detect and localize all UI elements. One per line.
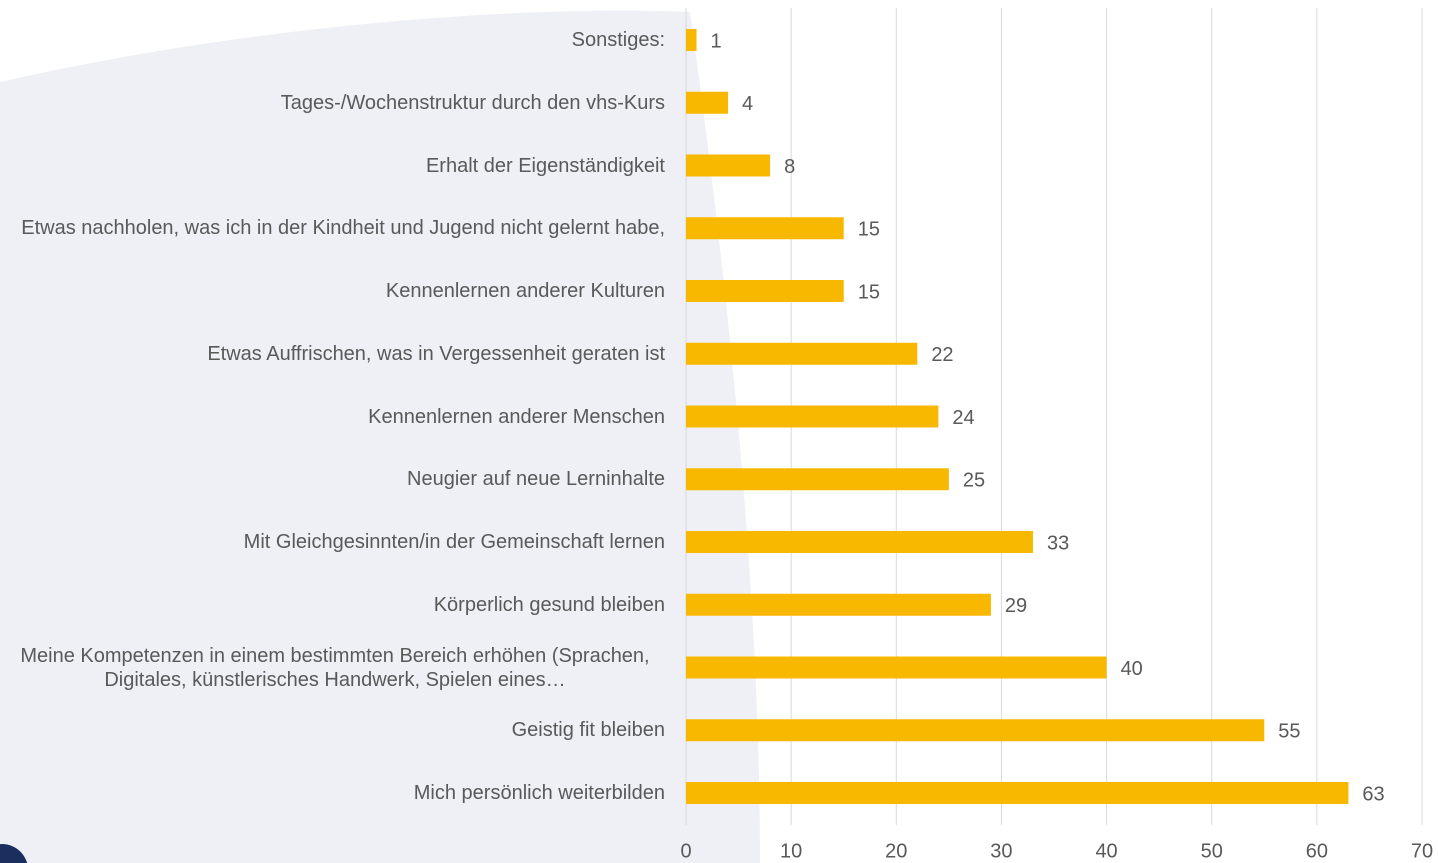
category-label: Mit Gleichgesinnten/in der Gemeinschaft … bbox=[243, 531, 665, 553]
bar bbox=[686, 531, 1033, 553]
plot: 0 10 20 30 40 50 60 70 1 4 8 15 15 22 24 25 33 29 40 55 63 bbox=[680, 8, 1433, 862]
category-label: Erhalt der Eigenständigkeit bbox=[425, 154, 665, 177]
category-label: Körperlich gesund bleiben bbox=[433, 593, 665, 616]
category-label: Kennenlernen anderer Menschen bbox=[368, 405, 665, 428]
value-label: 24 bbox=[952, 407, 974, 429]
x-tick-label: 40 bbox=[1095, 840, 1117, 862]
bar bbox=[686, 656, 1107, 679]
category-label: Tages-/Wochenstruktur durch den vhs-Kurs bbox=[280, 91, 665, 114]
value-label: 25 bbox=[963, 470, 985, 492]
bar bbox=[686, 342, 918, 365]
category-label: Etwas Auffrischen, was in Vergessenheit … bbox=[207, 342, 665, 365]
corner-dot bbox=[0, 844, 28, 863]
category-label: Kennenlernen anderer Kulturen bbox=[385, 280, 665, 302]
x-tick-label: 20 bbox=[885, 840, 907, 862]
bar bbox=[686, 280, 844, 302]
bar bbox=[686, 154, 771, 177]
bar bbox=[686, 29, 697, 51]
x-tick-label: 60 bbox=[1306, 840, 1328, 862]
x-tick-label: 10 bbox=[780, 840, 802, 862]
bar bbox=[686, 405, 939, 428]
value-label: 33 bbox=[1047, 532, 1069, 554]
background-shape bbox=[0, 10, 760, 863]
value-label: 8 bbox=[784, 156, 795, 178]
category-label: Mich persönlich weiterbilden bbox=[413, 782, 665, 804]
category-label: Meine Kompetenzen in einem bestimmten Be… bbox=[20, 644, 650, 691]
bar bbox=[686, 719, 1265, 742]
value-label: 15 bbox=[858, 281, 880, 303]
bar bbox=[686, 468, 949, 491]
bar bbox=[686, 217, 844, 240]
value-label: 1 bbox=[711, 30, 722, 52]
bar bbox=[686, 782, 1349, 804]
x-tick-label: 30 bbox=[990, 840, 1012, 862]
value-label: 63 bbox=[1362, 783, 1384, 805]
bar bbox=[686, 593, 991, 616]
value-label: 40 bbox=[1121, 658, 1143, 680]
x-tick-label: 50 bbox=[1201, 840, 1223, 862]
x-tick-label: 0 bbox=[680, 840, 691, 862]
category-label: Etwas nachholen, was ich in der Kindheit… bbox=[21, 217, 665, 240]
value-label: 4 bbox=[742, 93, 753, 115]
value-label: 15 bbox=[858, 219, 880, 241]
bar bbox=[686, 91, 729, 114]
category-label: Sonstiges: bbox=[571, 29, 665, 51]
category-label: Geistig fit bleiben bbox=[511, 719, 665, 742]
value-label: 22 bbox=[931, 344, 953, 366]
value-label: 55 bbox=[1278, 721, 1300, 743]
category-label: Neugier auf neue Lerninhalte bbox=[407, 468, 665, 491]
value-label: 29 bbox=[1005, 595, 1027, 617]
x-tick-label: 70 bbox=[1411, 840, 1433, 862]
